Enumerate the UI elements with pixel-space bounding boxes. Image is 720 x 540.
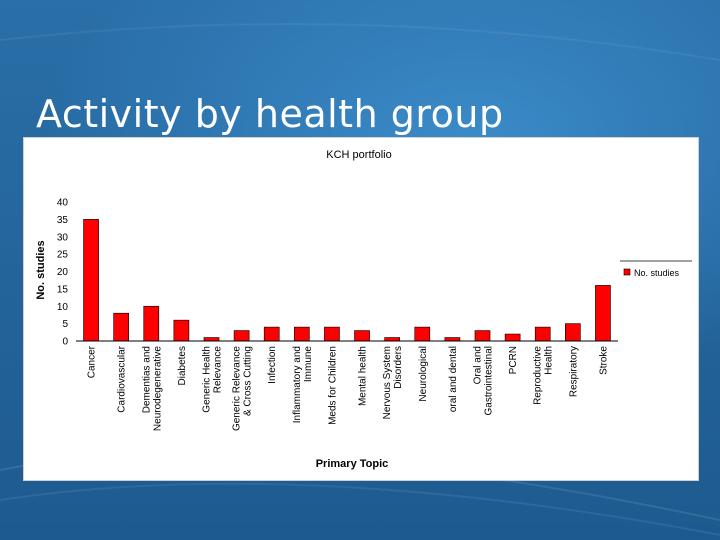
bar — [83, 219, 99, 342]
x-tick-label-line: Neurodegenerative — [152, 346, 163, 431]
x-tick-label-line: Oral and — [473, 346, 484, 384]
bar — [444, 337, 461, 342]
x-axis-label: Primary Topic — [316, 458, 389, 470]
x-tick-label: Cancer — [87, 345, 98, 378]
y-tick-label: 35 — [57, 215, 69, 226]
x-tick-label-line: Mental health — [358, 346, 369, 406]
x-tick-label-line: Generic Health — [202, 346, 213, 413]
x-tick-label-line: Meds for Children — [327, 346, 338, 425]
x-tick-label-line: & Cross Cutting — [243, 346, 254, 416]
y-tick-label: 30 — [57, 232, 69, 243]
x-tick-label-line: Nervous System — [382, 346, 393, 419]
x-tick-label-line: Dementias and — [141, 346, 152, 413]
x-axis-ticks: Cancer Cardiovascular Dementias andNeurode… — [87, 345, 610, 431]
x-tick-label: Generic HealthRelevance — [202, 346, 224, 413]
x-tick-label: Meds for Children — [327, 346, 338, 425]
x-tick-label-line: Gastrointestinal — [484, 346, 495, 415]
x-tick-label-line: oral and dental — [448, 346, 459, 412]
bar — [233, 330, 250, 342]
chart-panel: KCH portfolio No. studies Primary Topic … — [24, 138, 698, 480]
x-tick-label-line: Generic Relevance — [232, 346, 243, 431]
bar — [384, 337, 400, 342]
bar — [203, 337, 220, 342]
x-tick-label-line: PCRN — [508, 346, 519, 374]
bar — [143, 305, 160, 342]
bar — [534, 326, 551, 342]
y-tick-label: 20 — [57, 267, 69, 278]
y-axis-label: No. studies — [35, 240, 47, 299]
x-tick-label: ReproductiveHealth — [533, 346, 555, 405]
legend-label: No. studies — [634, 268, 680, 278]
y-tick-label: 40 — [57, 198, 69, 209]
x-tick-label: Cardiovascular — [117, 345, 128, 412]
x-tick-label-line: Diabetes — [177, 346, 188, 385]
x-tick-label: Stroke — [598, 346, 609, 375]
x-tick-label-line: Respiratory — [568, 346, 579, 397]
bar — [474, 330, 491, 342]
x-tick-label-line: Cancer — [87, 345, 98, 378]
x-tick-label: Dementias andNeurodegenerative — [141, 346, 163, 431]
y-tick-label: 5 — [62, 319, 68, 330]
bar — [324, 326, 340, 342]
x-tick-label-line: Relevance — [213, 346, 224, 394]
x-tick-label-line: Cardiovascular — [117, 345, 128, 412]
x-tick-label-line: Infection — [267, 346, 278, 384]
x-tick-label: Diabetes — [177, 346, 188, 385]
y-tick-label: 25 — [57, 250, 69, 261]
x-tick-label-line: Stroke — [598, 346, 609, 375]
x-tick-label: PCRN — [508, 346, 519, 374]
bar — [294, 326, 310, 342]
x-tick-label-line: Immune — [303, 346, 314, 383]
bar — [414, 326, 431, 342]
x-tick-label: Neurological — [418, 346, 429, 402]
x-tick-label: Generic Relevance& Cross Cutting — [232, 346, 254, 431]
y-tick-label: 10 — [57, 302, 69, 313]
bar — [504, 333, 521, 342]
bar — [173, 319, 190, 342]
x-tick-label: Inflammatory andImmune — [292, 346, 314, 424]
bar — [565, 323, 581, 342]
x-tick-label-line: Neurological — [418, 346, 429, 402]
x-tick-label: Nervous SystemDisorders — [382, 346, 404, 419]
x-tick-label-line: Health — [544, 346, 555, 375]
x-tick-label: Mental health — [358, 346, 369, 406]
bar — [595, 285, 611, 342]
y-tick-label: 15 — [57, 284, 69, 295]
x-tick-label-line: Reproductive — [533, 346, 544, 405]
bar-chart: KCH portfolio No. studies Primary Topic … — [35, 149, 692, 470]
bar-series — [83, 219, 611, 342]
bar — [354, 330, 370, 342]
x-tick-label: Oral andGastrointestinal — [473, 346, 495, 415]
bar — [113, 312, 129, 342]
slide-title: Activity by health group — [36, 92, 504, 136]
y-axis-ticks: 0 5 10 15 20 25 30 35 40 — [57, 198, 69, 348]
legend: No. studies — [620, 260, 692, 278]
x-tick-label: Infection — [267, 346, 278, 384]
chart-title: KCH portfolio — [326, 149, 391, 161]
x-tick-label: oral and dental — [448, 346, 459, 412]
x-tick-label: Respiratory — [568, 346, 579, 397]
bar — [263, 326, 280, 342]
y-tick-label: 0 — [62, 337, 68, 348]
legend-swatch — [623, 268, 631, 276]
x-tick-label-line: Inflammatory and — [292, 346, 303, 423]
x-tick-label-line: Disorders — [393, 346, 404, 389]
